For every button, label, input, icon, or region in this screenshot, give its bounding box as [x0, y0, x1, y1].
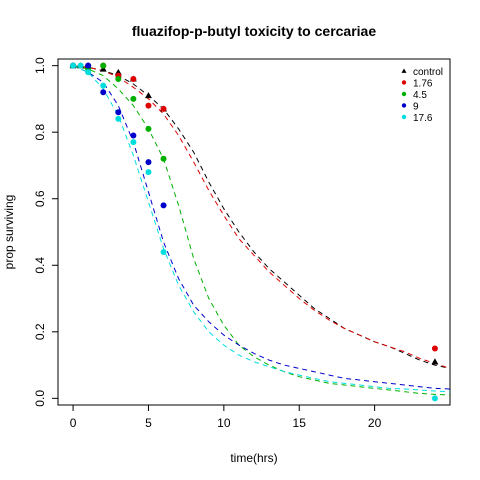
x-axis: 0 5 10 15 20 — [70, 405, 382, 430]
legend-label: 9 — [413, 102, 419, 113]
x-tick-label: 0 — [70, 416, 77, 430]
data-point — [130, 95, 137, 102]
data-point — [100, 82, 107, 89]
data-point — [160, 202, 167, 209]
legend-marker — [401, 68, 407, 73]
data-point — [145, 102, 152, 109]
data-point — [130, 132, 137, 139]
legend-marker — [401, 91, 407, 97]
y-tick-label: 0.4 — [33, 257, 47, 274]
legend-marker — [401, 103, 407, 108]
x-tick-label: 20 — [368, 416, 382, 430]
data-point — [130, 139, 137, 146]
legend-label: 4.5 — [413, 90, 427, 101]
data-point — [145, 92, 152, 99]
data-point — [431, 358, 439, 365]
fit-curve — [72, 65, 451, 393]
plot-frame — [57, 58, 451, 406]
y-tick-label: 0.0 — [33, 390, 47, 407]
data-point — [160, 248, 167, 255]
legend-label: 1.76 — [413, 79, 433, 90]
data-point — [145, 169, 152, 176]
fit-curve — [73, 65, 451, 369]
x-tick-label: 10 — [217, 416, 231, 430]
data-point — [431, 395, 438, 402]
fit-curve — [72, 65, 451, 396]
x-axis-label: time(hrs) — [230, 451, 277, 465]
data-point — [115, 109, 122, 116]
chart-title: fluazifop-p-butyl toxicity to cercariae — [132, 23, 376, 39]
x-tick-label: 5 — [145, 416, 152, 430]
data-point — [160, 155, 167, 162]
data-point — [145, 159, 152, 166]
data-point — [431, 345, 438, 352]
legend-marker — [401, 80, 407, 85]
y-axis-label: prop surviving — [2, 195, 16, 270]
y-tick-label: 1.0 — [33, 57, 47, 74]
data-point — [100, 89, 107, 96]
data-point — [70, 62, 77, 69]
data-point — [85, 69, 92, 76]
data-point — [130, 75, 137, 82]
data-point — [145, 125, 152, 132]
data-points — [69, 62, 439, 402]
legend-label: control — [413, 67, 443, 78]
data-point — [160, 105, 167, 112]
legend-label: 17.6 — [413, 113, 433, 124]
data-point — [115, 115, 122, 122]
legend-marker — [401, 114, 407, 120]
fit-curve — [73, 65, 451, 369]
fit-curve — [72, 65, 451, 390]
y-tick-label: 0.2 — [33, 323, 47, 340]
fit-curves — [72, 65, 451, 396]
y-axis: 0.0 0.2 0.4 0.6 0.8 1.0 — [33, 57, 58, 407]
data-point — [85, 62, 92, 69]
data-point — [115, 75, 122, 82]
y-tick-label: 0.6 — [33, 190, 47, 207]
data-point — [77, 62, 84, 69]
data-point — [100, 62, 107, 69]
y-tick-label: 0.8 — [33, 124, 47, 141]
x-tick-label: 15 — [293, 416, 307, 430]
